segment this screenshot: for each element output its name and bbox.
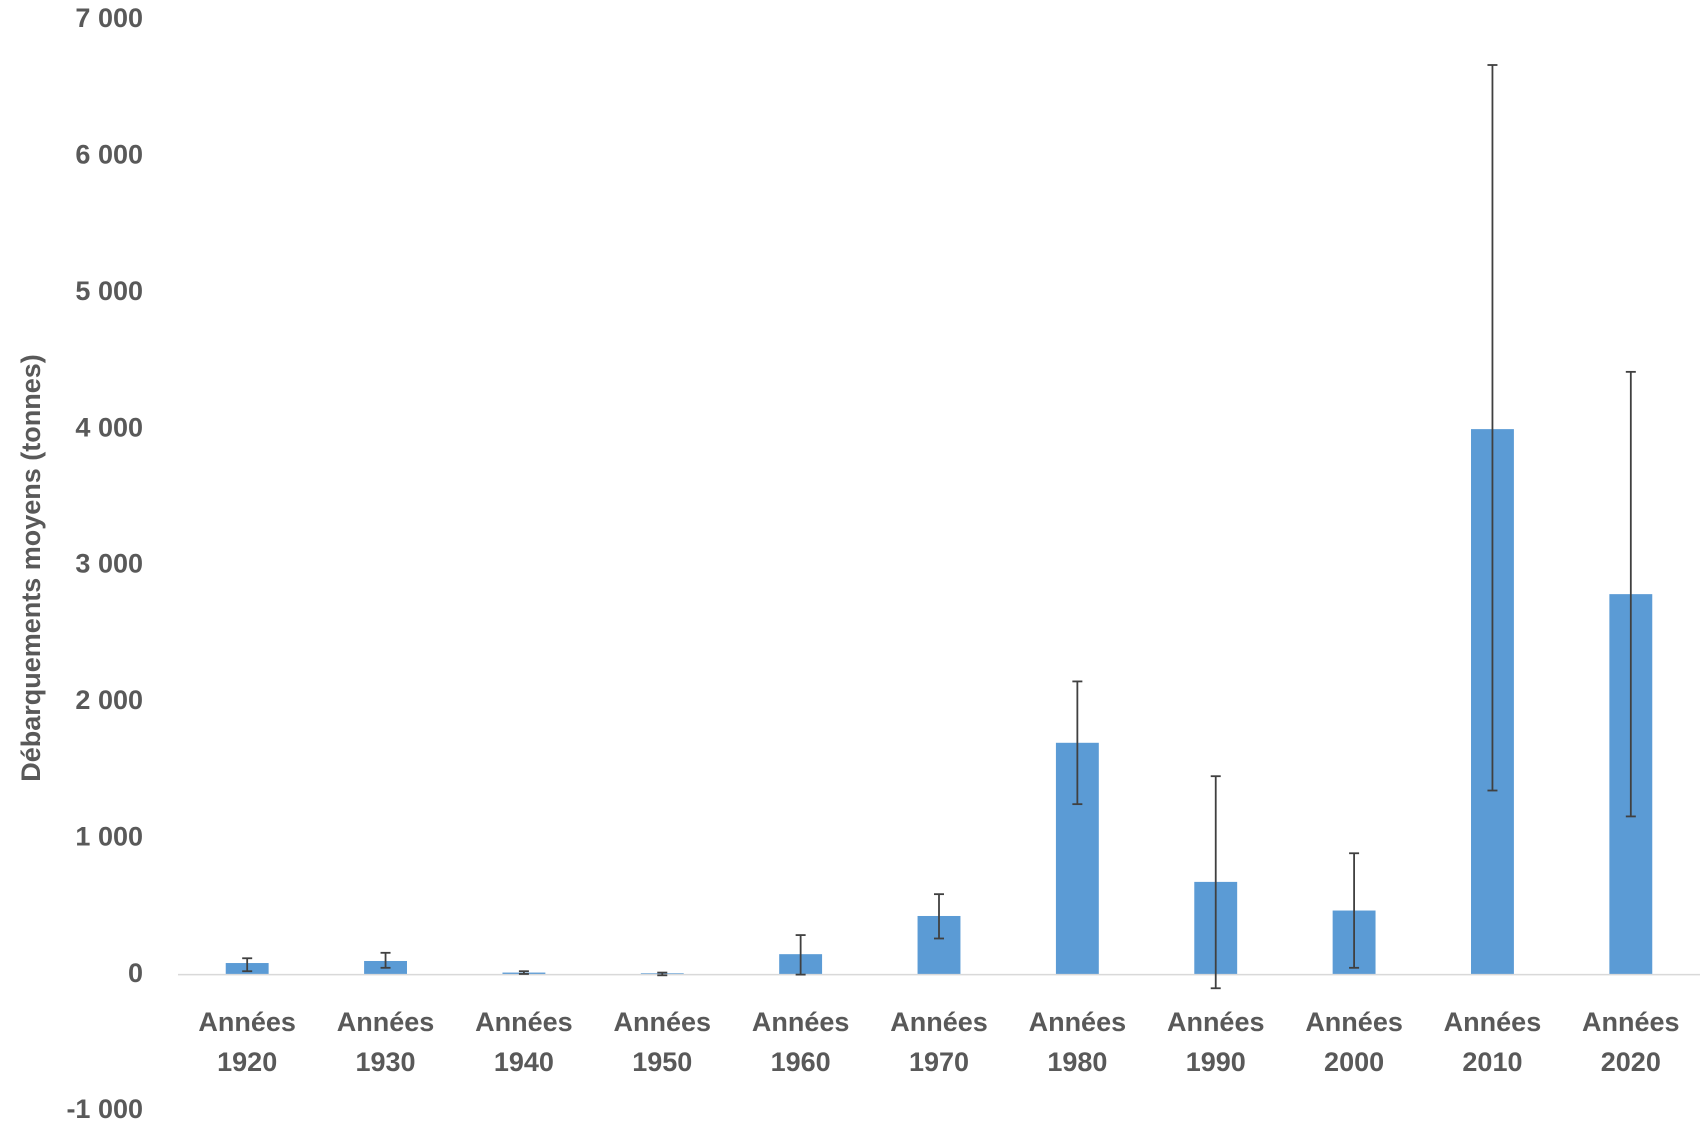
x-category-label: Années [1029, 1007, 1127, 1037]
x-category-label: Années [752, 1007, 850, 1037]
x-category-label: Années [1305, 1007, 1403, 1037]
x-category-label: 1940 [494, 1047, 554, 1077]
x-category-label: 2010 [1462, 1047, 1522, 1077]
x-category-label: Années [890, 1007, 988, 1037]
x-category-label: Années [1167, 1007, 1265, 1037]
y-tick-label: -1 000 [66, 1094, 143, 1124]
x-category-label: 1930 [356, 1047, 416, 1077]
x-category-label: Années [337, 1007, 435, 1037]
x-category-label: 1960 [771, 1047, 831, 1077]
y-tick-label: 3 000 [75, 549, 143, 579]
x-category-label: 1980 [1047, 1047, 1107, 1077]
y-tick-label: 2 000 [75, 685, 143, 715]
x-category-label: Années [1582, 1007, 1680, 1037]
error-bars [242, 64, 1636, 990]
x-category-label: 1950 [632, 1047, 692, 1077]
y-tick-label: 5 000 [75, 276, 143, 306]
x-category-label: Années [198, 1007, 296, 1037]
x-category-label: 1970 [909, 1047, 969, 1077]
x-category-label: 2000 [1324, 1047, 1384, 1077]
x-axis: Années 1920 Années 1930 Années 1940 Années 1950… [198, 1007, 1679, 1077]
y-axis-title: Débarquements moyens (tonnes) [16, 354, 46, 782]
x-category-label: Années [1444, 1007, 1542, 1037]
bars [225, 429, 1653, 975]
y-tick-label: 1 000 [75, 821, 143, 851]
x-category-label: Années [475, 1007, 573, 1037]
y-axis: -1 000 0 1 000 2 000 3 000 4 000 5 000 6 000 7 0… [66, 3, 143, 1124]
x-category-label: 1990 [1186, 1047, 1246, 1077]
x-category-label: 2020 [1601, 1047, 1661, 1077]
x-category-label: Années [613, 1007, 711, 1037]
y-tick-label: 0 [128, 958, 143, 988]
y-tick-label: 6 000 [75, 140, 143, 170]
y-tick-label: 4 000 [75, 412, 143, 442]
y-tick-label: 7 000 [75, 3, 143, 33]
x-category-label: 1920 [217, 1047, 277, 1077]
